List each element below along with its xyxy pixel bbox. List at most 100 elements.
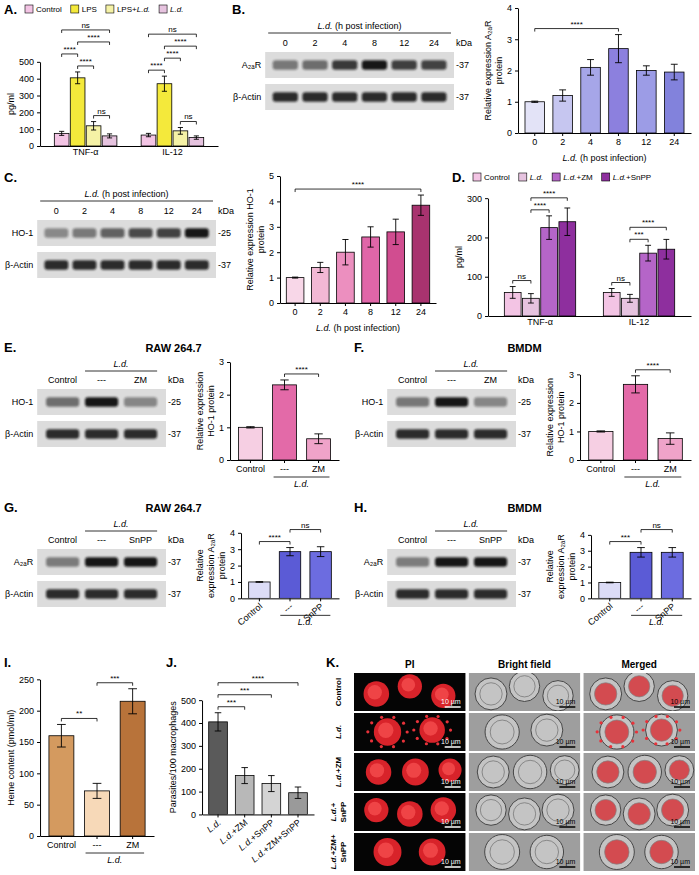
cell bbox=[623, 798, 655, 830]
y-tick-mark bbox=[277, 278, 280, 279]
text-span: --- bbox=[633, 601, 646, 614]
micrograph-background bbox=[354, 793, 466, 831]
debris bbox=[609, 745, 612, 748]
nucleus bbox=[397, 801, 423, 827]
error-bar bbox=[292, 277, 298, 278]
legend-swatch bbox=[25, 5, 33, 13]
y-tick-label: 3 bbox=[569, 370, 574, 380]
text-span: Control bbox=[398, 375, 427, 385]
y-tick-mark bbox=[277, 201, 280, 202]
text-span: Relative expression bbox=[195, 372, 205, 451]
x-axis-line bbox=[489, 316, 692, 317]
text-span: 3 bbox=[269, 222, 274, 232]
y-tick: 200 bbox=[181, 764, 202, 774]
x-tick: TNF-α bbox=[73, 146, 99, 157]
text-span: pg/ml bbox=[454, 246, 464, 268]
x-axis-line bbox=[281, 303, 437, 304]
debris bbox=[406, 730, 409, 733]
error-bar bbox=[178, 127, 183, 134]
significance-label: **** bbox=[647, 361, 659, 370]
y-tick: 500 bbox=[181, 696, 202, 706]
text-span: 0 bbox=[532, 137, 537, 147]
text-span: L.d. bbox=[645, 479, 660, 489]
blot-band bbox=[44, 228, 68, 237]
nucleus-core bbox=[442, 762, 455, 775]
significance-bracket bbox=[610, 542, 641, 545]
cell-nucleus bbox=[595, 799, 616, 820]
panel-title: BMDM bbox=[507, 502, 541, 514]
column-header: Merged bbox=[621, 659, 657, 670]
blot-band bbox=[185, 228, 209, 237]
panel-label: H. bbox=[354, 500, 367, 515]
bar bbox=[310, 552, 331, 599]
cell-nucleus bbox=[536, 719, 558, 741]
text-span: 0 bbox=[293, 307, 298, 317]
micrograph bbox=[583, 673, 695, 711]
text-span: 10 µm bbox=[670, 778, 690, 786]
western-blot: L.d. (h post infection)02481224kDaHO-1-2… bbox=[5, 189, 234, 278]
text-span: +SnPP bbox=[626, 173, 651, 182]
text-span: 2 bbox=[312, 38, 317, 48]
text-line: Heme content (pmol/ml) bbox=[6, 710, 16, 806]
bar-chart: 0123Control---ZML.d.Relative expressionH… bbox=[545, 361, 692, 489]
text-span: -37 bbox=[456, 60, 469, 70]
y-tick-label: 500 bbox=[19, 57, 34, 67]
y-tick-mark bbox=[199, 814, 202, 815]
x-tick-label: 24 bbox=[669, 137, 679, 147]
blot-strip bbox=[37, 252, 216, 278]
text-span: A₂ₐR bbox=[14, 557, 34, 567]
cell bbox=[599, 835, 634, 870]
text-span: B. bbox=[232, 2, 245, 17]
text-span: 2 bbox=[580, 562, 585, 572]
y-tick-label: 4 bbox=[507, 3, 512, 13]
text-span: Control bbox=[398, 535, 427, 545]
significance-bracket bbox=[62, 30, 110, 33]
text-span: 10 µm bbox=[556, 778, 576, 786]
scale-bar bbox=[559, 746, 575, 748]
debris bbox=[645, 737, 648, 740]
text-span: 4 bbox=[342, 38, 347, 48]
scale-bar bbox=[674, 746, 690, 748]
text-span: --- bbox=[97, 535, 106, 545]
y-tick-mark bbox=[515, 71, 518, 72]
y-tick-label: 3 bbox=[580, 546, 585, 556]
y-tick-label: 100 bbox=[467, 272, 482, 282]
y-tick-mark bbox=[515, 102, 518, 103]
text-span: 150 bbox=[19, 737, 34, 747]
y-tick-mark bbox=[37, 79, 40, 80]
x-tick-label: Control bbox=[586, 601, 615, 627]
y-tick: 3 bbox=[219, 357, 230, 367]
lane-group-label: L.d. bbox=[114, 359, 129, 369]
header-line bbox=[40, 201, 213, 202]
y-tick: 2 bbox=[269, 248, 280, 258]
cell-nucleus bbox=[482, 761, 504, 783]
y-tick-label: 2 bbox=[269, 248, 274, 258]
text-span: + bbox=[329, 802, 338, 807]
panel-label: J. bbox=[166, 655, 177, 670]
legend-swatch bbox=[473, 173, 481, 181]
text-span: -37 bbox=[168, 429, 181, 439]
error-bar bbox=[215, 713, 222, 731]
scale-bar-label: 10 µm bbox=[556, 738, 576, 746]
size-label: -37 bbox=[518, 589, 531, 599]
row-label: A₂ₐR bbox=[242, 60, 262, 70]
text-span: SnPP bbox=[339, 841, 348, 863]
debris bbox=[446, 720, 449, 723]
text-span: Control bbox=[48, 375, 77, 385]
text-line: pg/ml bbox=[6, 93, 16, 115]
x-tick: 2 bbox=[560, 133, 565, 147]
text-span: 1 bbox=[507, 97, 512, 107]
text-line: expression A₂ₐR bbox=[206, 533, 216, 598]
significance-label: ns bbox=[617, 274, 625, 283]
text-span: kDa bbox=[456, 38, 472, 48]
error-bar bbox=[559, 90, 566, 101]
y-axis-title: Relativeexpression A₂ₐRprotein bbox=[195, 533, 227, 598]
text-span: 0 bbox=[507, 128, 512, 138]
y-axis-line bbox=[230, 363, 231, 461]
debris bbox=[436, 715, 439, 718]
text-line: pg/ml bbox=[454, 246, 464, 268]
text-span: 10 µm bbox=[441, 778, 461, 786]
text-span: 4 bbox=[580, 530, 585, 540]
x-tick: Control bbox=[586, 460, 615, 474]
text-span: Control bbox=[236, 601, 265, 627]
